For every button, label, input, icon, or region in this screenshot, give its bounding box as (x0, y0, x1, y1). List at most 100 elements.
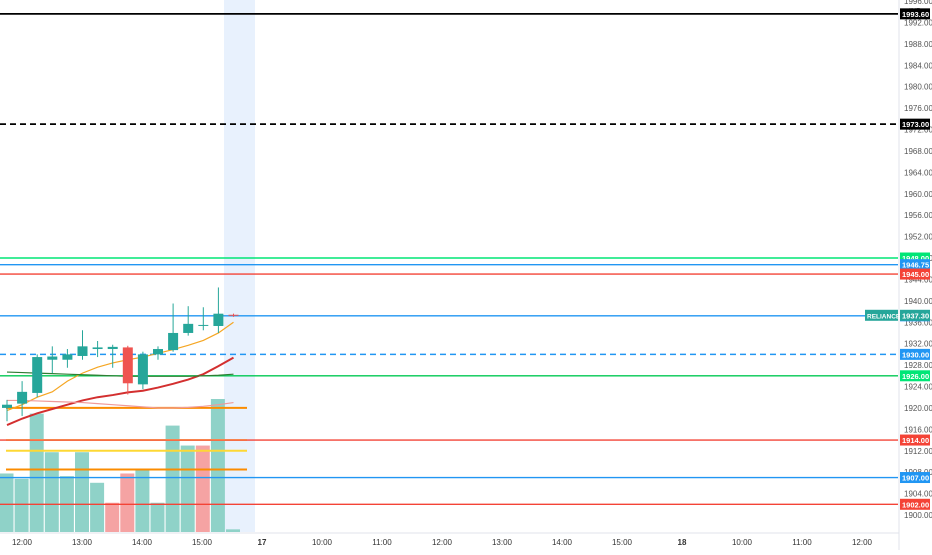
price-tick-label: 1952.00 (904, 233, 932, 242)
symbol-tag-label: RELIANCE (867, 313, 901, 320)
price-line-label-box (900, 8, 930, 20)
price-tick-label: 1968.00 (904, 147, 932, 156)
price-tick-label: 1912.00 (904, 447, 932, 456)
price-line-label-box (900, 252, 930, 264)
time-tick-label: 11:00 (372, 538, 392, 547)
last-price-label-box (900, 309, 930, 321)
price-line-label: 1948.00 (902, 254, 929, 263)
candle-body (122, 347, 133, 384)
price-line-label: 1993.60 (902, 10, 929, 19)
volume-bar (195, 445, 210, 532)
candle-body (153, 349, 163, 355)
price-tick-label: 1928.00 (904, 361, 932, 370)
price-tick-label: 1940.00 (904, 297, 932, 306)
volume-bar (180, 445, 195, 532)
price-tick-label: 1956.00 (904, 211, 932, 220)
moving-average-line (7, 399, 234, 409)
price-line-label: 1946.75 (902, 261, 929, 270)
time-tick-label: 11:00 (792, 538, 812, 547)
price-tick-label: 1960.00 (904, 190, 932, 199)
price-tick-label: 1932.00 (904, 340, 932, 349)
time-tick-label: 15:00 (612, 538, 633, 547)
volume-bar (165, 425, 180, 532)
price-line-label-box (900, 498, 930, 510)
price-line-label-box (900, 259, 930, 271)
volume-bar (29, 413, 44, 532)
price-line-label: 1945.00 (902, 270, 929, 279)
volume-bar (150, 502, 165, 532)
candle-body (77, 346, 88, 356)
time-tick-label: 15:00 (192, 538, 213, 547)
price-line-label: 1973.00 (902, 120, 929, 129)
price-line-label: 1902.00 (902, 500, 929, 509)
price-tick-label: 1980.00 (904, 83, 932, 92)
candle-body (47, 356, 58, 360)
candle-body (168, 332, 179, 351)
candle-body (92, 347, 103, 350)
price-line-label: 1930.00 (902, 350, 929, 359)
moving-average-line (6, 321, 234, 412)
price-tick-label: 1944.00 (904, 275, 932, 284)
volume-bar (120, 473, 135, 532)
time-tick-label: 17 (258, 538, 267, 547)
time-tick-label: 14:00 (132, 538, 153, 547)
price-line-label-box (900, 434, 930, 446)
time-tick-label: 10:00 (312, 538, 333, 547)
candle-body (198, 324, 209, 326)
candle-body (107, 346, 118, 350)
price-line-label-box (900, 268, 930, 280)
price-line-label-box (900, 348, 930, 360)
price-tick-label: 1984.00 (904, 61, 932, 70)
price-tick-label: 1916.00 (904, 425, 932, 434)
candle-body (137, 354, 148, 385)
volume-bar (105, 502, 120, 532)
time-tick-label: 14:00 (552, 538, 573, 547)
volume-bar (14, 478, 29, 532)
candle-body (62, 354, 73, 360)
symbol-tag-box (865, 309, 898, 321)
candle-body (228, 314, 239, 316)
session-highlight (224, 0, 255, 532)
volume-bar (135, 469, 150, 532)
last-price-label: 1937.30 (902, 311, 929, 320)
price-tick-label: 1936.00 (904, 318, 932, 327)
price-tick-label: 1900.00 (904, 511, 932, 520)
price-line-label: 1914.00 (902, 436, 929, 445)
volume-bar (44, 452, 59, 532)
candle-body (213, 313, 224, 326)
time-tick-label: 10:00 (732, 538, 753, 547)
price-line-label: 1926.00 (902, 372, 929, 381)
volume-bar (75, 452, 89, 532)
moving-average-line (6, 356, 234, 426)
price-line-label-box (900, 472, 930, 484)
price-tick-label: 1976.00 (904, 104, 932, 113)
moving-average-line (6, 371, 234, 377)
price-tick-label: 1920.00 (904, 404, 932, 413)
time-tick-label: 12:00 (852, 538, 873, 547)
time-tick-label: 12:00 (432, 538, 453, 547)
candle-body (32, 357, 43, 393)
time-tick-label: 13:00 (492, 538, 513, 547)
price-tick-label: 1924.00 (904, 383, 932, 392)
candle-body (183, 323, 194, 333)
price-tick-label: 1904.00 (904, 490, 932, 499)
volume-bar (0, 473, 14, 532)
volume-bar (210, 399, 225, 532)
candle-body (2, 404, 12, 408)
price-tick-label: 1964.00 (904, 168, 932, 177)
price-tick-label: 1988.00 (904, 40, 932, 49)
time-tick-label: 18 (678, 538, 687, 547)
price-tick-label: 1996.00 (904, 0, 932, 6)
price-line-label: 1907.00 (902, 474, 929, 483)
price-tick-label: 1992.00 (904, 18, 932, 27)
time-tick-label: 12:00 (12, 538, 33, 547)
price-tick-label: 1972.00 (904, 126, 932, 135)
price-line-label-box (900, 370, 930, 382)
price-line-label-box (900, 118, 930, 130)
time-tick-label: 13:00 (72, 538, 93, 547)
candle-body (17, 391, 28, 404)
volume-bar (90, 482, 105, 532)
volume-bar (226, 529, 240, 532)
